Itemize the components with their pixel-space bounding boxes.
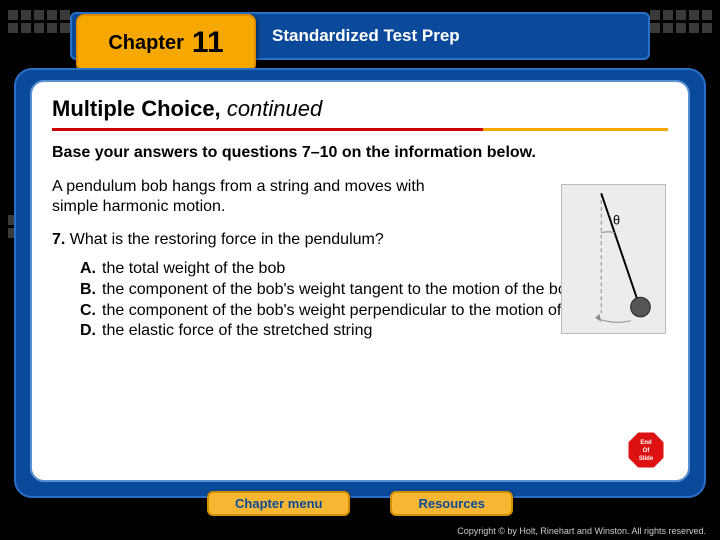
answer-letter: B.: [80, 280, 102, 301]
pendulum-diagram: θ: [561, 184, 666, 334]
header-title: Standardized Test Prep: [272, 26, 460, 46]
answer-text: the elastic force of the stretched strin…: [102, 321, 372, 342]
answer-text: the component of the bob's weight perpen…: [102, 301, 619, 322]
chapter-menu-button[interactable]: Chapter menu: [207, 491, 350, 516]
section-title: Multiple Choice, continued: [52, 96, 668, 122]
end-of-slide-icon[interactable]: End Of Slide: [626, 430, 666, 470]
answer-letter: C.: [80, 301, 102, 322]
deco-squares-top-right: [650, 10, 712, 33]
bottom-buttons: Chapter menu Resources: [0, 491, 720, 516]
svg-text:End: End: [640, 440, 652, 446]
copyright-text: Copyright © by Holt, Rinehart and Winsto…: [457, 526, 706, 536]
section-title-ital: continued: [227, 96, 322, 121]
answer-letter: D.: [80, 321, 102, 342]
chapter-label: Chapter: [108, 32, 184, 55]
content-panel: Multiple Choice, continued Base your ans…: [30, 80, 690, 482]
answer-letter: A.: [80, 259, 102, 280]
header-bar: Standardized Test Prep Chapter 11: [70, 12, 650, 60]
question-number: 7.: [52, 231, 65, 248]
chapter-box: Chapter 11: [76, 14, 256, 72]
theta-label: θ: [613, 213, 620, 228]
divider: [52, 128, 668, 131]
answer-text: the total weight of the bob: [102, 259, 285, 280]
chapter-number: 11: [192, 26, 224, 60]
section-title-main: Multiple Choice,: [52, 96, 221, 121]
question-text: What is the restoring force in the pendu…: [70, 231, 384, 248]
answer-text: the component of the bob's weight tangen…: [102, 280, 576, 301]
resources-button[interactable]: Resources: [390, 491, 512, 516]
svg-text:Of: Of: [643, 448, 651, 454]
svg-text:Slide: Slide: [639, 456, 654, 462]
deco-squares-top-left: [8, 10, 70, 33]
context-text: A pendulum bob hangs from a string and m…: [52, 177, 472, 217]
instruction-text: Base your answers to questions 7–10 on t…: [52, 143, 668, 163]
outer-panel: Multiple Choice, continued Base your ans…: [14, 68, 706, 498]
